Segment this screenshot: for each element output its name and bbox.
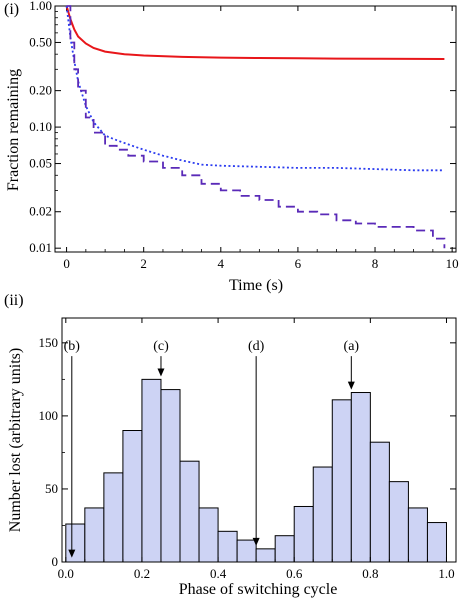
- panel-ii-y-label: Number lost (arbitrary units): [7, 348, 24, 532]
- histogram-bar: [426, 522, 447, 563]
- histogram-bar: [350, 392, 371, 563]
- y-tick-label: 0.02: [29, 204, 52, 219]
- x-tick-label: 4: [218, 256, 225, 271]
- panel-ii-x-axis: 0.0 0.2 0.4 0.6 0.8 1.0: [58, 318, 455, 581]
- x-tick-label: 0.6: [286, 566, 303, 581]
- annotation-arrowhead: [347, 381, 355, 390]
- panel-ii-annotations: (b) (c) (d) (a): [64, 339, 360, 558]
- histogram-bar: [388, 481, 409, 563]
- y-tick-label: 0: [52, 554, 59, 569]
- y-tick-label: 0.01: [29, 240, 52, 255]
- y-tick-label: 1.00: [29, 0, 52, 13]
- histogram-bar: [65, 523, 86, 563]
- histogram-bar: [236, 539, 257, 563]
- series-line-dotted: [65, 5, 445, 172]
- x-tick-label: 0.2: [134, 566, 150, 581]
- histogram-bar: [141, 378, 162, 563]
- panel-ii-x-label: Phase of switching cycle: [179, 581, 338, 598]
- x-tick-label: 2: [140, 256, 147, 271]
- histogram-bar: [369, 441, 390, 563]
- histogram-bar: [312, 466, 333, 563]
- panel-i-x-axis: 0 2 4 6 8 10: [63, 6, 459, 271]
- y-tick-label: 0.05: [29, 156, 52, 171]
- annotation-arrowhead: [68, 549, 76, 558]
- panel-i-series: [65, 5, 446, 249]
- y-tick-label: 100: [39, 408, 59, 423]
- annotation-label: (b): [64, 339, 81, 354]
- y-tick-label: 150: [39, 335, 59, 350]
- panel-i-y-axis: 1.00 0.50 0.20 0.10 0.05 0.02 0.01: [29, 0, 456, 255]
- histogram-bar: [293, 505, 314, 563]
- panel-ii-bars: [65, 378, 447, 563]
- x-tick-label: 0.0: [58, 566, 74, 581]
- x-tick-label: 1.0: [438, 566, 454, 581]
- histogram-bar: [198, 507, 219, 563]
- histogram-bar: [103, 472, 124, 563]
- y-tick-label: 0.10: [29, 119, 52, 134]
- annotation-arrowhead: [157, 368, 165, 377]
- histogram-bar: [179, 460, 200, 563]
- x-tick-label: 0.8: [362, 566, 378, 581]
- histogram-bar: [84, 507, 105, 563]
- x-tick-label: 10: [446, 256, 459, 271]
- annotation-label: (c): [153, 339, 169, 354]
- annotation-label: (a): [344, 339, 360, 354]
- x-tick-label: 0: [63, 256, 70, 271]
- annotation-arrowhead: [252, 537, 260, 546]
- histogram-bar: [217, 530, 238, 563]
- histogram-bar: [255, 548, 276, 563]
- y-tick-label: 0.20: [29, 83, 52, 98]
- panel-i-frame: [54, 5, 457, 253]
- histogram-bar: [331, 399, 352, 563]
- panel-i-x-label: Time (s): [229, 277, 283, 294]
- panel-i-y-label: Fraction remaining: [5, 69, 22, 191]
- series-line-dashed: [66, 5, 446, 249]
- x-tick-label: 0.4: [210, 566, 227, 581]
- annotation-label: (d): [248, 339, 265, 354]
- histogram-bar: [122, 430, 143, 563]
- x-tick-label: 6: [295, 256, 302, 271]
- panel-ii-y-axis: 0 50 100 150: [39, 335, 456, 569]
- x-tick-label: 8: [372, 256, 379, 271]
- histogram-bar: [160, 389, 181, 563]
- panel-i: (i) 0 2 4 6 8 10 1.00 0.50 0.20 0.10 0.05 0.02 0.01…: [4, 0, 459, 294]
- y-tick-label: 50: [45, 481, 58, 496]
- series-line-solid: [65, 5, 445, 60]
- panel-ii: (ii) 0.0 0.2 0.4 0.6 0.8 1.0 0 50 100 150 (b) (c)…: [4, 292, 457, 598]
- histogram-bar: [407, 507, 428, 563]
- panel-ii-label: (ii): [4, 292, 24, 309]
- panel-i-label: (i): [4, 1, 19, 18]
- y-tick-label: 0.50: [29, 34, 52, 49]
- histogram-bar: [274, 535, 295, 563]
